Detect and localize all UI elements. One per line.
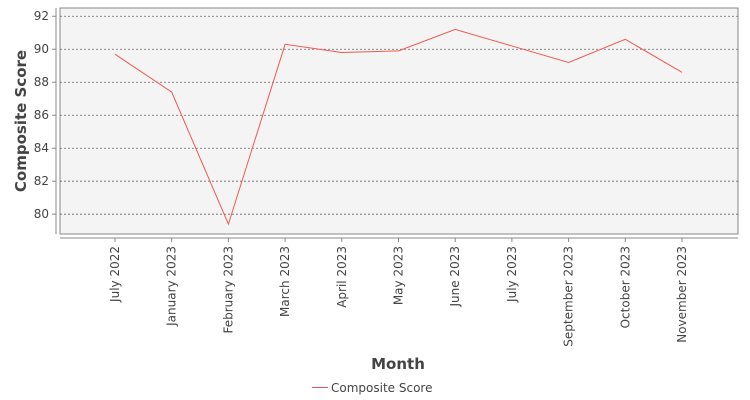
x-tick-label: April 2023 [335, 246, 349, 308]
series-layer [114, 28, 684, 226]
x-tick-label: October 2023 [618, 246, 632, 328]
x-tick-label: January 2023 [165, 246, 179, 327]
gridlines [60, 15, 738, 215]
y-tick-label: 86 [34, 108, 49, 122]
legend-label-composite-score: Composite Score [331, 381, 432, 395]
x-tick-label: June 2023 [448, 246, 462, 308]
data-point [397, 49, 400, 52]
x-tick-label: July 2023 [505, 246, 519, 303]
y-tick-label: 90 [34, 42, 49, 56]
y-tick-label: 88 [34, 75, 49, 89]
x-tick-label: November 2023 [675, 246, 689, 343]
x-tick-label: July 2022 [108, 246, 122, 303]
x-tick-label: March 2023 [278, 246, 292, 317]
data-point [681, 71, 684, 74]
data-point [567, 61, 570, 64]
y-tick-label: 82 [34, 174, 49, 188]
data-point [227, 223, 230, 226]
x-axis: July 2022 January 2023 February 2023 March … [60, 237, 738, 347]
data-point [170, 91, 173, 94]
y-axis-title: Composite Score [12, 50, 30, 192]
plot-area [59, 7, 739, 235]
y-tick-label: 92 [34, 9, 49, 23]
data-point [624, 38, 627, 41]
y-axis: 80 82 84 86 88 90 92 [34, 8, 57, 234]
data-point [114, 53, 117, 56]
data-point [340, 51, 343, 54]
data-point [510, 44, 513, 47]
data-point [284, 43, 287, 46]
x-tick-label: September 2023 [562, 246, 576, 347]
legend: Composite Score [312, 381, 432, 395]
series-line-composite-score [114, 28, 683, 226]
y-tick-label: 80 [34, 207, 49, 221]
x-axis-title: Month [371, 355, 425, 373]
x-tick-label: May 2023 [392, 246, 406, 305]
y-tick-label: 84 [34, 141, 49, 155]
x-tick-label: February 2023 [221, 246, 235, 334]
data-point [454, 28, 457, 31]
